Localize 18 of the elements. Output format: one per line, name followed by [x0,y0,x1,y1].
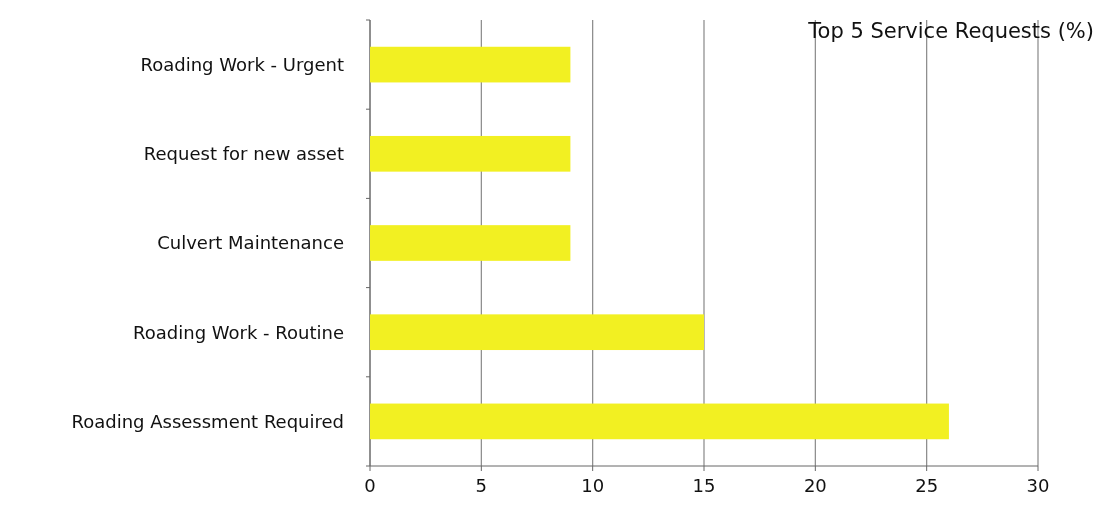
y-tick-label: Roading Assessment Required [71,410,344,432]
x-tick-label: 5 [475,475,488,496]
x-tick-label: 10 [581,475,605,496]
x-tick-label: 15 [692,475,716,496]
x-tick-label: 30 [1026,475,1050,496]
x-tick-label: 20 [803,475,827,496]
x-tick-label: 0 [364,475,376,496]
bar [370,135,571,172]
y-tick-label: Roading Work - Routine [133,321,344,343]
bar [370,403,949,440]
bar [370,46,571,83]
y-tick-label: Culvert Maintenance [157,232,344,254]
chart-title: Top 5 Service Requests (%) [807,19,1094,43]
y-tick-label: Roading Work - Urgent [140,53,344,75]
bar [370,225,571,261]
bar [370,314,704,351]
x-tick-label: 25 [915,475,939,496]
y-tick-label: Request for new asset [143,143,344,165]
